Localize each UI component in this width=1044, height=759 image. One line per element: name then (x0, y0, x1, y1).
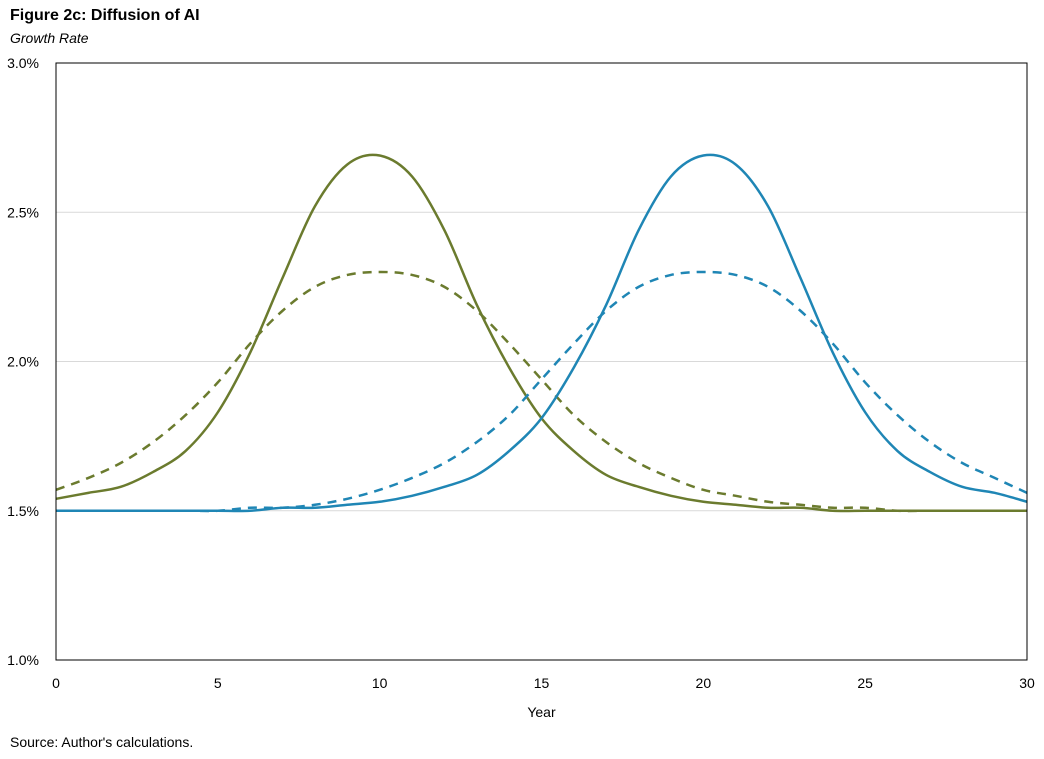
chart-subtitle: Growth Rate (10, 30, 89, 46)
x-tick-label: 10 (372, 675, 388, 691)
x-tick-label: 15 (534, 675, 550, 691)
series-lines (55, 153, 1028, 513)
plot-frame (55, 62, 1028, 661)
x-tick-label: 25 (857, 675, 873, 691)
y-tick-label: 1.5% (7, 503, 39, 519)
gridlines (56, 62, 1027, 661)
x-tick-label: 0 (52, 675, 60, 691)
x-axis-ticks: 0 5 10 15 20 25 30 (52, 675, 1035, 691)
y-tick-label: 3.0% (7, 55, 39, 71)
x-axis-label: Year (527, 704, 556, 720)
series-line-3 (55, 153, 1028, 513)
x-tick-label: 20 (696, 675, 712, 691)
y-tick-label: 1.0% (7, 652, 39, 668)
series-line-4 (55, 270, 1028, 513)
series-line-1 (55, 153, 1027, 513)
source-note: Source: Author's calculations. (10, 734, 194, 750)
series-line-2 (55, 270, 1027, 513)
chart-title: Figure 2c: Diffusion of AI (10, 7, 200, 24)
y-tick-label: 2.5% (7, 204, 39, 220)
y-tick-label: 2.0% (7, 354, 39, 370)
x-tick-label: 5 (214, 675, 222, 691)
x-tick-label: 30 (1019, 675, 1035, 691)
y-axis-ticks: 1.0% 1.5% 2.0% 2.5% 3.0% (7, 55, 39, 668)
